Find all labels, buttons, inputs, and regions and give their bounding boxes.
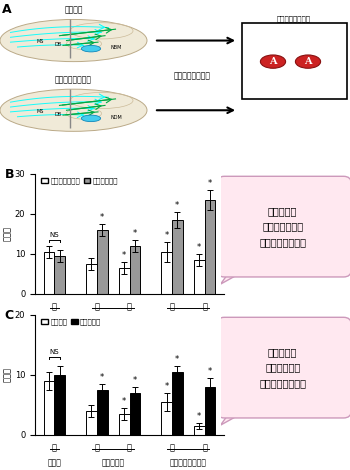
- Bar: [205, 200, 215, 294]
- Bar: [119, 414, 130, 435]
- FancyBboxPatch shape: [217, 317, 350, 418]
- Text: 内側中隔: 内側中隔: [64, 6, 83, 15]
- Text: 低: 低: [169, 443, 174, 452]
- Text: 低: 低: [94, 443, 99, 452]
- Bar: [97, 230, 107, 294]
- Text: *: *: [164, 231, 169, 240]
- Text: *: *: [122, 397, 126, 406]
- Ellipse shape: [260, 55, 286, 68]
- Text: マイネルト基底核: マイネルト基底核: [55, 75, 92, 84]
- Bar: [172, 372, 183, 435]
- Bar: [44, 381, 54, 435]
- Text: NS: NS: [50, 232, 59, 238]
- Bar: [86, 411, 97, 435]
- Text: 高: 高: [127, 443, 132, 452]
- Bar: [130, 246, 140, 294]
- Text: 低: 低: [169, 302, 174, 311]
- Text: A: A: [269, 57, 277, 66]
- Bar: [86, 264, 97, 294]
- Bar: [119, 268, 130, 294]
- Ellipse shape: [81, 115, 101, 122]
- Text: 低: 低: [94, 302, 99, 311]
- Text: A: A: [2, 3, 11, 16]
- Ellipse shape: [295, 55, 321, 68]
- Bar: [194, 260, 205, 294]
- Bar: [54, 375, 65, 435]
- Text: リバスティグミン: リバスティグミン: [170, 318, 207, 327]
- Text: 単回物体探索課題: 単回物体探索課題: [277, 16, 311, 22]
- Polygon shape: [220, 270, 246, 284]
- Text: NDM: NDM: [110, 115, 122, 120]
- Polygon shape: [220, 411, 246, 425]
- Text: ドネペジル: ドネペジル: [102, 459, 125, 468]
- Text: *: *: [175, 355, 180, 364]
- Text: 高: 高: [202, 302, 207, 311]
- Y-axis label: 接触数: 接触数: [3, 227, 12, 241]
- Bar: [194, 426, 205, 435]
- Text: 食塩水: 食塩水: [48, 459, 61, 468]
- Text: A: A: [304, 57, 312, 66]
- Text: *: *: [164, 382, 169, 391]
- Text: 高: 高: [202, 443, 207, 452]
- Bar: [161, 402, 172, 435]
- Text: *: *: [208, 179, 212, 188]
- Y-axis label: 接触数: 接触数: [3, 368, 12, 382]
- Text: 高: 高: [127, 302, 132, 311]
- Text: ドネペジル: ドネペジル: [102, 318, 125, 327]
- Bar: [172, 220, 183, 294]
- Legend: 古い物体, 新しい物体: 古い物体, 新しい物体: [38, 316, 104, 328]
- Text: *: *: [133, 229, 137, 238]
- Text: B: B: [5, 168, 14, 181]
- Ellipse shape: [0, 19, 147, 62]
- Text: C: C: [5, 309, 14, 322]
- Bar: [205, 387, 215, 435]
- Legend: そのままの物体, 移動した物体: そのままの物体, 移動した物体: [38, 175, 121, 187]
- Text: *: *: [175, 201, 180, 210]
- Text: DB: DB: [54, 42, 61, 47]
- Text: *: *: [100, 213, 104, 222]
- Ellipse shape: [0, 89, 147, 131]
- Text: *: *: [133, 376, 137, 385]
- Bar: [97, 390, 107, 435]
- Ellipse shape: [81, 46, 101, 52]
- Text: DB: DB: [54, 112, 61, 117]
- Bar: [44, 252, 54, 294]
- Text: 抗認知症薬の投与: 抗認知症薬の投与: [174, 71, 211, 80]
- Bar: [130, 393, 140, 435]
- Bar: [54, 256, 65, 294]
- Text: 薬剤投与で
新しい物体が
わかるようになる: 薬剤投与で 新しい物体が わかるようになる: [259, 347, 306, 388]
- Text: ー: ー: [52, 443, 57, 452]
- Text: 食塩水: 食塩水: [48, 318, 61, 327]
- Text: *: *: [208, 367, 212, 376]
- Text: NBM: NBM: [110, 46, 122, 50]
- Bar: [161, 252, 172, 294]
- Text: NS: NS: [50, 349, 59, 355]
- FancyBboxPatch shape: [241, 23, 346, 99]
- Text: 薬剤投与で
移動した物体が
わかるようになる: 薬剤投与で 移動した物体が わかるようになる: [259, 206, 306, 247]
- Text: MS: MS: [36, 39, 44, 44]
- Text: MS: MS: [36, 109, 44, 114]
- Text: 除去群: 除去群: [122, 338, 137, 347]
- Text: *: *: [100, 373, 104, 382]
- FancyBboxPatch shape: [217, 176, 350, 277]
- Text: *: *: [197, 412, 201, 421]
- Text: *: *: [122, 251, 126, 260]
- Text: ー: ー: [52, 302, 57, 311]
- Text: *: *: [197, 243, 201, 252]
- Text: リバスティグミン: リバスティグミン: [170, 459, 207, 468]
